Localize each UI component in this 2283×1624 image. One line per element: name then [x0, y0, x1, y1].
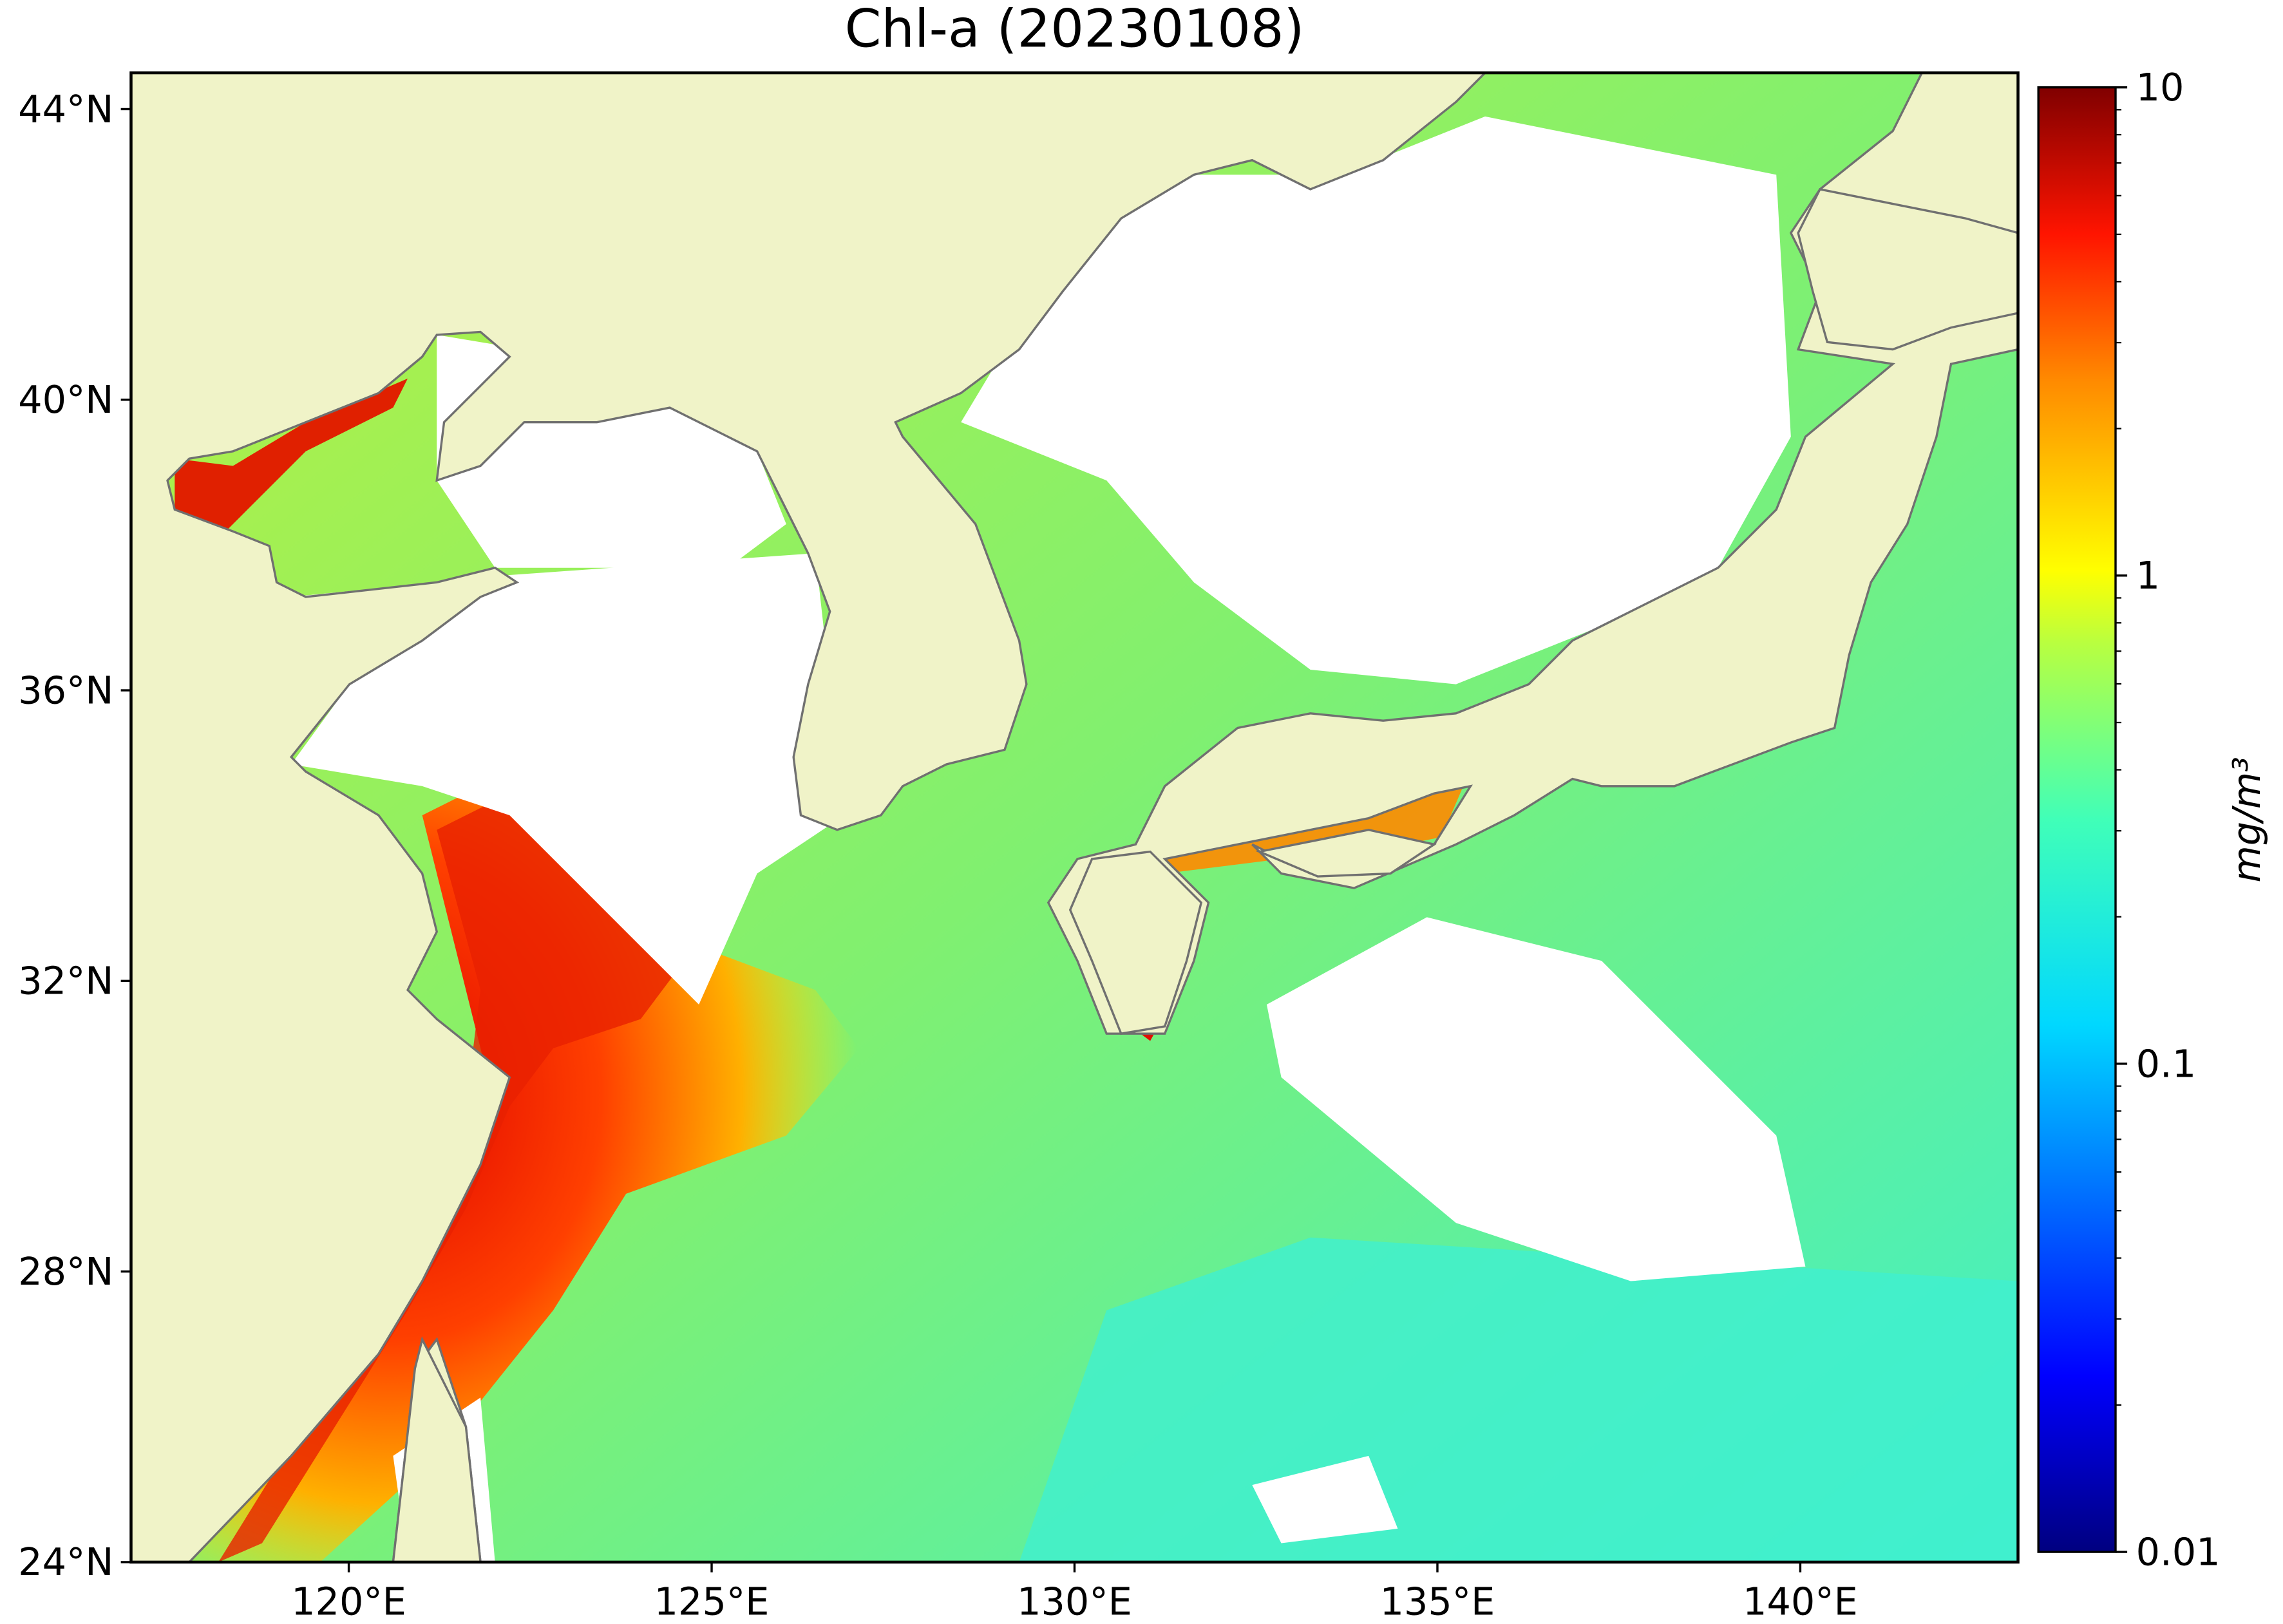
- cloud: [291, 553, 845, 1005]
- cloud: [961, 116, 1791, 685]
- x-tick-label: 120°E: [291, 1579, 406, 1623]
- colorbar-tick-label: 1: [2136, 553, 2160, 598]
- y-tick-label: 40°N: [18, 377, 113, 422]
- y-tick-label: 32°N: [18, 959, 113, 1003]
- y-tick-label: 24°N: [18, 1540, 113, 1584]
- y-tick-label: 28°N: [18, 1249, 113, 1294]
- y-tick-label: 44°N: [18, 87, 113, 131]
- kyushu: [1068, 850, 1203, 1035]
- taiwan: [392, 1336, 482, 1562]
- coastline: [166, 73, 2018, 1562]
- x-tick-label: 125°E: [654, 1579, 770, 1623]
- cloud: [1266, 917, 1806, 1281]
- y-tick-label: 36°N: [18, 668, 113, 712]
- colorbar-tick-label: 10: [2136, 65, 2184, 109]
- colorbar-tick-label: 0.1: [2136, 1041, 2196, 1086]
- colorbar-tick-label: 0.01: [2136, 1529, 2221, 1574]
- map-area: [131, 73, 2018, 1562]
- hokkaido: [1797, 188, 2018, 351]
- colorbar-label: mg/m³: [2224, 757, 2269, 882]
- shikoku: [1255, 828, 1437, 878]
- x-tick-label: 130°E: [1017, 1579, 1132, 1623]
- x-tick-label: 135°E: [1380, 1579, 1495, 1623]
- map-title: Chl-a (20230108): [845, 0, 1305, 59]
- colorbar-gradient: [2038, 87, 2116, 1553]
- colorbar-frame: [2037, 86, 2117, 1553]
- chl-bohai: [175, 378, 408, 539]
- cloud: [1252, 1455, 1398, 1544]
- x-tick-label: 140°E: [1743, 1579, 1858, 1623]
